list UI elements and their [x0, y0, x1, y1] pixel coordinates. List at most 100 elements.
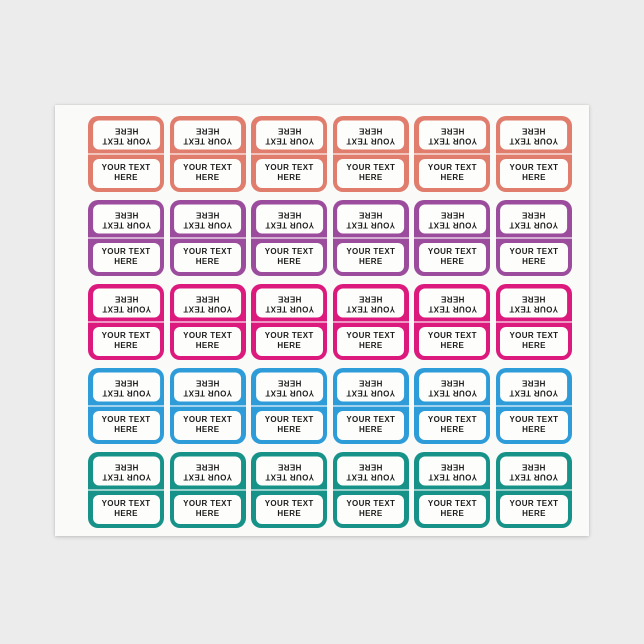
label-placeholder-text: YOUR TEXT HERE: [428, 331, 477, 351]
label-text-line1: YOUR TEXT: [264, 219, 314, 229]
label-placeholder-text: YOUR TEXT HERE: [102, 415, 151, 435]
label-text-line2: HERE: [440, 125, 465, 135]
foldover-label-teal-row-col6: YOUR TEXT HERE YOUR TEXT HERE: [495, 452, 572, 528]
label-half-rotated: YOUR TEXT HERE: [255, 456, 323, 485]
foldover-label-blue-row-col5: YOUR TEXT HERE YOUR TEXT HERE: [414, 368, 491, 444]
label-text-line2: HERE: [522, 341, 546, 351]
fold-line: [495, 153, 572, 155]
label-text-line1: YOUR TEXT: [264, 415, 314, 425]
label-text-line1: YOUR TEXT: [346, 471, 396, 481]
label-text-line2: HERE: [440, 257, 465, 267]
label-text-line2: HERE: [114, 509, 138, 519]
label-placeholder-text: YOUR TEXT HERE: [102, 163, 151, 183]
label-placeholder-text: YOUR TEXT HERE: [265, 163, 314, 183]
label-text-line2: HERE: [522, 173, 546, 183]
label-half-upright: YOUR TEXT HERE: [418, 495, 486, 524]
foldover-label-blue-row-col4: YOUR TEXT HERE YOUR TEXT HERE: [332, 368, 409, 444]
label-half-upright: YOUR TEXT HERE: [174, 411, 242, 440]
label-text-line2: HERE: [358, 341, 383, 351]
label-text-line2: HERE: [114, 257, 138, 267]
label-text-line2: HERE: [440, 509, 465, 519]
label-text-line1: YOUR TEXT: [346, 219, 396, 229]
fold-line: [414, 153, 491, 155]
label-half-upright: YOUR TEXT HERE: [92, 411, 160, 440]
label-text-line2: HERE: [522, 293, 546, 303]
label-placeholder-text: YOUR TEXT HERE: [183, 499, 232, 519]
label-half-rotated: YOUR TEXT HERE: [418, 456, 486, 485]
fold-line: [414, 489, 491, 491]
label-placeholder-text: YOUR TEXT HERE: [509, 377, 558, 397]
label-text-line1: YOUR TEXT: [183, 331, 233, 341]
label-text-line2: HERE: [195, 377, 220, 387]
fold-line: [495, 405, 572, 407]
label-placeholder-text: YOUR TEXT HERE: [509, 247, 558, 267]
label-text-line2: HERE: [195, 173, 220, 183]
label-half-upright: YOUR TEXT HERE: [92, 159, 160, 188]
foldover-label-blue-row-col3: YOUR TEXT HERE YOUR TEXT HERE: [251, 368, 328, 444]
label-placeholder-text: YOUR TEXT HERE: [346, 247, 395, 267]
fold-line: [251, 237, 328, 239]
label-text-line2: HERE: [358, 509, 383, 519]
fold-line: [169, 153, 246, 155]
label-half-rotated: YOUR TEXT HERE: [92, 288, 160, 317]
label-half-upright: YOUR TEXT HERE: [255, 495, 323, 524]
foldover-label-coral-row-col2: YOUR TEXT HERE YOUR TEXT HERE: [169, 116, 246, 192]
label-placeholder-text: YOUR TEXT HERE: [183, 163, 232, 183]
label-text-line1: YOUR TEXT: [183, 471, 233, 481]
label-placeholder-text: YOUR TEXT HERE: [346, 331, 395, 351]
label-text-line1: YOUR TEXT: [509, 219, 559, 229]
label-half-upright: YOUR TEXT HERE: [500, 159, 568, 188]
label-text-line1: YOUR TEXT: [427, 499, 477, 509]
label-text-line2: HERE: [195, 509, 220, 519]
label-text-line1: YOUR TEXT: [427, 471, 477, 481]
label-half-upright: YOUR TEXT HERE: [500, 495, 568, 524]
foldover-label-pink-row-col6: YOUR TEXT HERE YOUR TEXT HERE: [495, 284, 572, 360]
label-text-line1: YOUR TEXT: [183, 303, 233, 313]
label-text-line2: HERE: [195, 257, 220, 267]
fold-line: [88, 405, 165, 407]
foldover-label-coral-row-col1: YOUR TEXT HERE YOUR TEXT HERE: [88, 116, 165, 192]
label-text-line2: HERE: [114, 293, 138, 303]
label-placeholder-text: YOUR TEXT HERE: [183, 209, 232, 229]
label-text-line1: YOUR TEXT: [183, 387, 233, 397]
label-half-rotated: YOUR TEXT HERE: [174, 120, 242, 149]
label-text-line2: HERE: [358, 377, 383, 387]
fold-line: [88, 237, 165, 239]
label-text-line2: HERE: [440, 173, 465, 183]
label-text-line2: HERE: [114, 341, 138, 351]
fold-line: [169, 489, 246, 491]
label-half-upright: YOUR TEXT HERE: [174, 327, 242, 356]
label-text-line1: YOUR TEXT: [101, 387, 151, 397]
label-text-line2: HERE: [358, 293, 383, 303]
label-text-line1: YOUR TEXT: [346, 303, 396, 313]
label-half-rotated: YOUR TEXT HERE: [500, 456, 568, 485]
label-half-upright: YOUR TEXT HERE: [92, 495, 160, 524]
label-text-line1: YOUR TEXT: [264, 499, 314, 509]
foldover-label-coral-row-col4: YOUR TEXT HERE YOUR TEXT HERE: [332, 116, 409, 192]
label-text-line2: HERE: [195, 125, 220, 135]
label-half-upright: YOUR TEXT HERE: [418, 243, 486, 272]
label-text-line2: HERE: [277, 293, 302, 303]
label-half-rotated: YOUR TEXT HERE: [174, 372, 242, 401]
label-half-rotated: YOUR TEXT HERE: [174, 456, 242, 485]
foldover-label-purple-row-col4: YOUR TEXT HERE YOUR TEXT HERE: [332, 200, 409, 276]
label-text-line2: HERE: [114, 377, 138, 387]
label-placeholder-text: YOUR TEXT HERE: [346, 499, 395, 519]
label-text-line2: HERE: [277, 461, 302, 471]
foldover-label-purple-row-col1: YOUR TEXT HERE YOUR TEXT HERE: [88, 200, 165, 276]
label-placeholder-text: YOUR TEXT HERE: [102, 293, 151, 313]
foldover-label-purple-row-col3: YOUR TEXT HERE YOUR TEXT HERE: [251, 200, 328, 276]
label-placeholder-text: YOUR TEXT HERE: [102, 331, 151, 351]
label-half-rotated: YOUR TEXT HERE: [255, 204, 323, 233]
label-placeholder-text: YOUR TEXT HERE: [265, 331, 314, 351]
fold-line: [332, 321, 409, 323]
label-text-line1: YOUR TEXT: [264, 247, 314, 257]
label-text-line1: YOUR TEXT: [183, 247, 233, 257]
label-half-rotated: YOUR TEXT HERE: [500, 372, 568, 401]
label-half-upright: YOUR TEXT HERE: [174, 243, 242, 272]
label-text-line1: YOUR TEXT: [346, 135, 396, 145]
label-placeholder-text: YOUR TEXT HERE: [509, 293, 558, 313]
label-text-line1: YOUR TEXT: [183, 499, 233, 509]
label-text-line2: HERE: [195, 341, 220, 351]
fold-line: [332, 405, 409, 407]
